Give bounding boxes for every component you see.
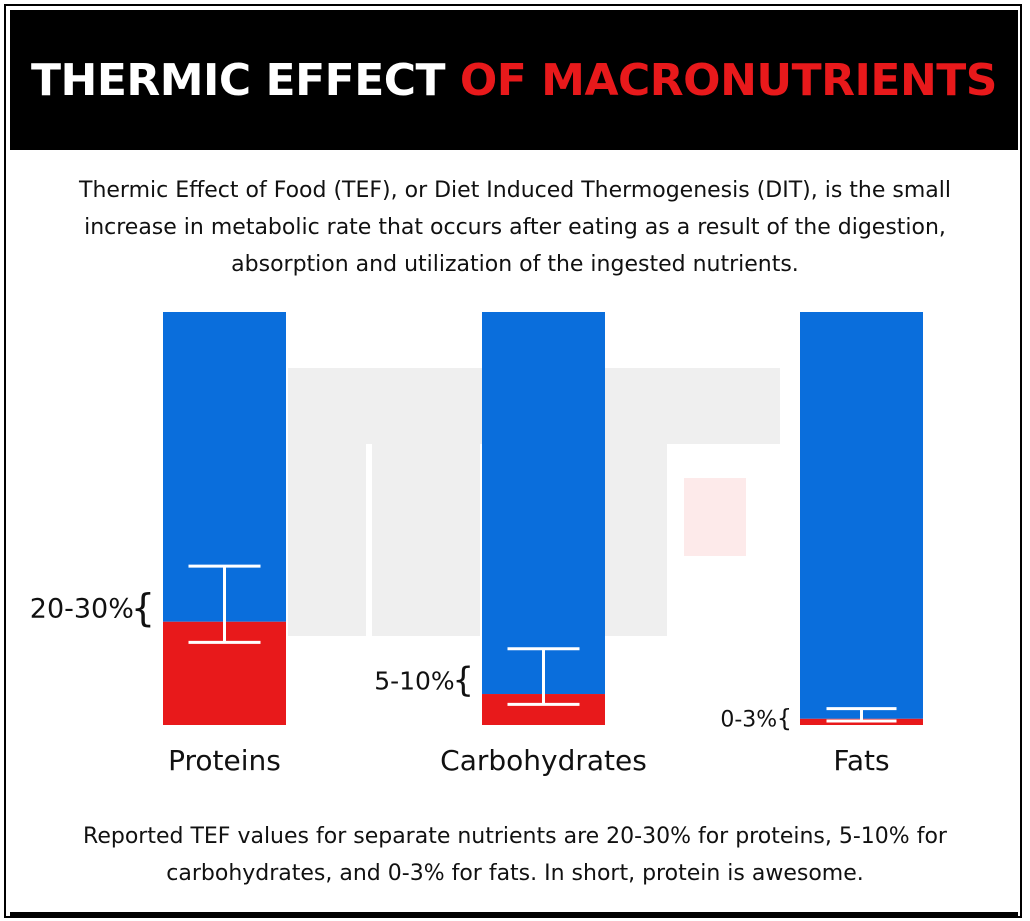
title-white-part: THERMIC EFFECT (30, 54, 446, 106)
bar-fats-total (800, 312, 923, 719)
range-label-carbohydrates: 5-10% (374, 666, 455, 695)
page-title: THERMIC EFFECT OF MACRONUTRIENTS (30, 54, 998, 106)
range-label-proteins: 20-30% (30, 594, 134, 625)
intro-text: Thermic Effect of Food (TEF), or Diet In… (79, 178, 951, 277)
bar-carbohydrates-total (482, 312, 605, 695)
tef-chart: {20-30% Proteins {5-10% Carbohydrates {0-3% F… (30, 312, 923, 777)
header-bar: THERMIC EFFECT OF MACRONUTRIENTS (10, 10, 1018, 150)
watermark-red-block (684, 478, 746, 556)
range-proteins-brace: { (131, 586, 155, 630)
watermark-stem-mid (372, 444, 480, 636)
bottom-rule (10, 912, 1018, 918)
category-label-carbohydrates: Carbohydrates (440, 744, 647, 777)
watermark-stem-left (288, 444, 366, 636)
footnote-text: Reported TEF values for separate nutrien… (83, 824, 947, 886)
category-label-fats: Fats (833, 744, 889, 777)
title-red-part: OF MACRONUTRIENTS (459, 54, 998, 106)
range-carbohydrates-brace: { (452, 661, 474, 701)
watermark-stem-right (605, 444, 667, 636)
range-fats-brace: { (777, 705, 792, 733)
category-label-proteins: Proteins (168, 744, 281, 777)
range-label-fats: 0-3% (720, 708, 777, 733)
